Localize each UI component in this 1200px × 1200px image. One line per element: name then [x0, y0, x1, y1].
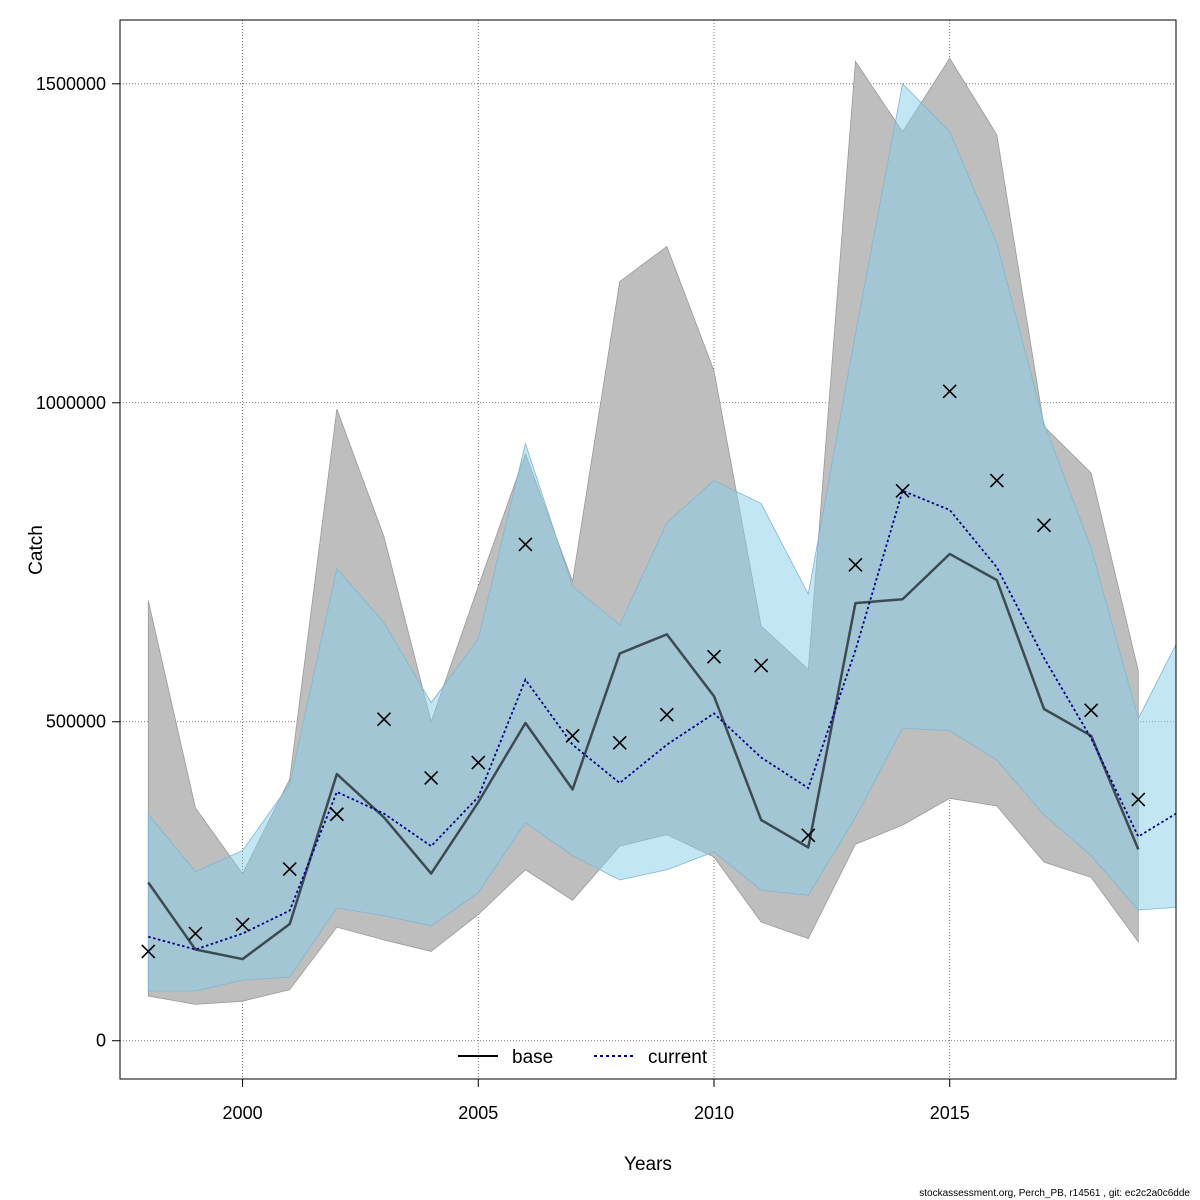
x-tick-label: 2005: [458, 1103, 498, 1123]
y-axis: 0 500000 1000000 1500000: [36, 74, 120, 1051]
observed-point: [141, 944, 156, 959]
y-tick-label: 500000: [46, 712, 106, 732]
y-axis-title: Catch: [26, 525, 47, 575]
observed-point: [188, 926, 203, 941]
y-tick-label: 1000000: [36, 393, 106, 413]
legend-label-current: current: [648, 1047, 708, 1068]
y-tick-label: 1500000: [36, 74, 106, 94]
observed-point: [942, 384, 957, 399]
observed-point: [1131, 792, 1146, 807]
observed-point: [329, 807, 344, 822]
observed-markers: [141, 384, 1146, 959]
y-tick-label: 0: [96, 1031, 106, 1051]
observed-point: [471, 755, 486, 770]
observed-point: [235, 917, 250, 932]
legend-label-base: base: [512, 1047, 553, 1068]
observed-point: [282, 862, 297, 877]
observed-point: [1084, 703, 1099, 718]
x-tick-label: 2010: [694, 1103, 734, 1123]
observed-point: [1036, 518, 1052, 533]
series-lines: [147, 489, 1176, 961]
x-axis: 2000 2005 2010 2015: [223, 1079, 970, 1123]
observed-point: [659, 707, 674, 722]
observed-point: [518, 537, 533, 552]
x-tick-label: 2000: [223, 1103, 263, 1123]
observed-point: [989, 473, 1004, 488]
observed-point: [801, 828, 816, 843]
observed-point: [612, 735, 627, 750]
observed-point: [424, 770, 439, 785]
observed-point: [565, 728, 580, 743]
plot-frame: [119, 19, 1177, 1080]
observed-point: [754, 658, 769, 673]
series-line-current: [148, 489, 1176, 951]
x-axis-title: Years: [624, 1154, 672, 1175]
confidence-band-current: [147, 82, 1176, 992]
legend: base current: [458, 1047, 708, 1068]
footer-text: stockassessment.org, Perch_PB, r14561 , …: [919, 1188, 1190, 1199]
x-tick-label: 2015: [930, 1103, 970, 1123]
observed-point: [706, 649, 722, 664]
observed-point: [895, 483, 910, 498]
observed-point: [848, 557, 863, 572]
observed-point: [376, 712, 392, 727]
confidence-bands: [147, 57, 1176, 1005]
